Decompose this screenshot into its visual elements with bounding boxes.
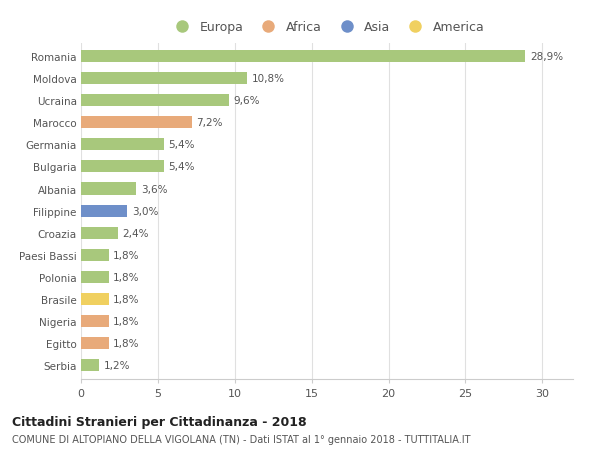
- Bar: [81, 315, 109, 327]
- Text: 1,8%: 1,8%: [113, 272, 140, 282]
- Legend: Europa, Africa, Asia, America: Europa, Africa, Asia, America: [169, 21, 485, 34]
- Text: 9,6%: 9,6%: [233, 96, 260, 106]
- Bar: [81, 205, 127, 217]
- Text: COMUNE DI ALTOPIANO DELLA VIGOLANA (TN) - Dati ISTAT al 1° gennaio 2018 - TUTTIT: COMUNE DI ALTOPIANO DELLA VIGOLANA (TN) …: [12, 434, 470, 444]
- Bar: [81, 161, 164, 173]
- Bar: [81, 293, 109, 305]
- Bar: [81, 117, 192, 129]
- Bar: [81, 95, 229, 107]
- Text: 2,4%: 2,4%: [122, 228, 149, 238]
- Text: 1,8%: 1,8%: [113, 316, 140, 326]
- Text: 7,2%: 7,2%: [196, 118, 223, 128]
- Text: 3,6%: 3,6%: [141, 184, 167, 194]
- Text: 5,4%: 5,4%: [169, 140, 195, 150]
- Text: 1,8%: 1,8%: [113, 250, 140, 260]
- Bar: [81, 227, 118, 239]
- Bar: [81, 139, 164, 151]
- Bar: [81, 249, 109, 261]
- Bar: [81, 359, 100, 371]
- Bar: [81, 183, 136, 195]
- Text: 1,8%: 1,8%: [113, 338, 140, 348]
- Text: Cittadini Stranieri per Cittadinanza - 2018: Cittadini Stranieri per Cittadinanza - 2…: [12, 415, 307, 428]
- Text: 10,8%: 10,8%: [251, 74, 284, 84]
- Bar: [81, 271, 109, 283]
- Bar: [81, 51, 526, 63]
- Text: 28,9%: 28,9%: [530, 52, 563, 62]
- Text: 3,0%: 3,0%: [132, 206, 158, 216]
- Text: 5,4%: 5,4%: [169, 162, 195, 172]
- Bar: [81, 73, 247, 85]
- Text: 1,2%: 1,2%: [104, 360, 131, 370]
- Text: 1,8%: 1,8%: [113, 294, 140, 304]
- Bar: [81, 337, 109, 349]
